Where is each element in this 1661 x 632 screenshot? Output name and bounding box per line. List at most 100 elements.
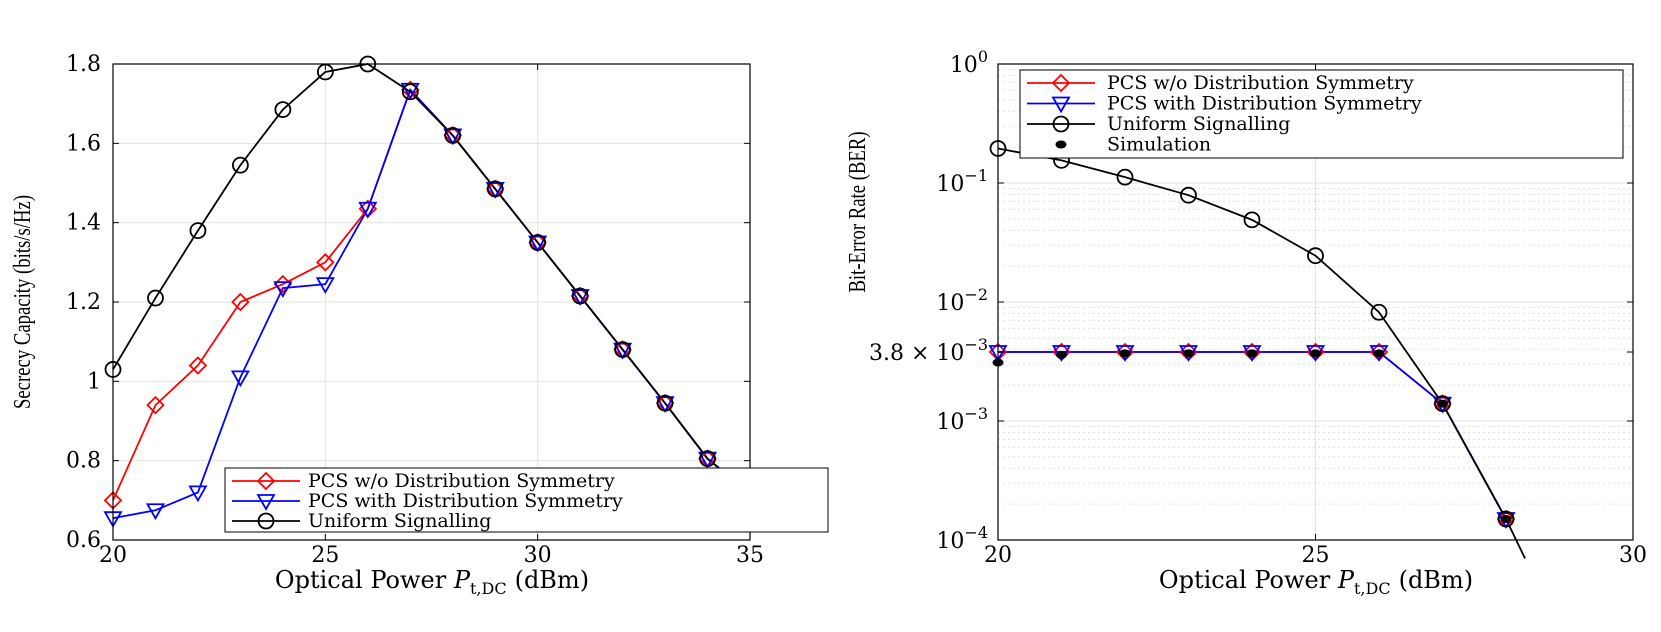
data-point [1119,349,1131,358]
legend-box [224,467,829,533]
data-point [1056,350,1067,359]
legend-marker [1051,73,1071,93]
y-tick-label: 0.6 [66,528,101,553]
data-point [273,281,293,298]
legend-marker [256,494,276,511]
data-point [528,235,548,253]
x-ticks: 20 25 30 [984,64,1647,568]
data-point [485,182,505,199]
data-point [699,450,716,468]
y-tick-label: 0.8 [66,449,101,474]
data-point [1500,515,1512,524]
x-tick-label: 30 [524,543,552,568]
data-point [656,394,674,412]
y-tick-label: 1.4 [66,211,101,236]
series-line-3 [112,63,726,474]
y-ticks: 100 10−1 10−2 3.8 × 10−3 10−3 10−4 [869,47,1633,554]
y-tick-label: 10−3 [936,404,988,435]
x-tick-label: 35 [736,543,764,568]
legend-box [1019,69,1624,159]
series-markers [988,140,1516,529]
data-point [571,287,589,305]
series-lines [997,147,1526,559]
x-ticks: 20 25 30 35 [99,64,764,568]
y-tick-label: 3.8 × 10−3 [869,335,988,366]
y-ticks: 0.6 0.8 1 1.2 1.4 1.6 1.8 [66,52,750,553]
data-point [444,126,462,144]
legend-label: PCS with Distribution Symmetry [1107,93,1422,115]
legend-marker [257,512,275,530]
data-point [1310,349,1321,358]
data-point [189,222,207,240]
data-point [146,395,165,415]
legend-label: Simulation [1107,134,1211,156]
y-tick-label: 1.2 [66,290,101,315]
legend-label: PCS w/o Distribution Symmetry [308,470,615,492]
data-point [230,370,250,388]
data-point [274,101,292,119]
x-tick-label: 20 [99,543,127,568]
series-line-2 [112,88,726,520]
legend-label: PCS with Distribution Symmetry [308,490,623,512]
data-point [147,289,164,307]
y-axis-label: Secrecy Capacity (bits/s/Hz) [9,195,36,409]
data-point [443,128,463,146]
legend-marker [1055,140,1067,149]
data-point [1116,168,1134,186]
x-tick-label: 20 [984,543,1012,568]
data-point [1497,510,1515,528]
series-line-1 [112,88,726,501]
y-tick-label: 10−1 [936,166,988,197]
data-point [697,451,718,469]
data-point [188,356,208,375]
series-line-2 [998,351,1507,520]
data-point [358,201,378,219]
x-tick-label: 25 [311,543,339,568]
secrecy-capacity-plot: 20 25 30 35 0.6 0.8 1 1.2 1.4 1.6 1.8 Optical Pow… [9,52,829,598]
data-point [316,253,335,272]
x-axis-label: Optical Power Pt,DC (dBm) [275,566,589,598]
data-point [401,83,419,101]
data-point [486,180,504,198]
x-tick-label: 30 [1619,543,1647,568]
data-point [145,503,166,521]
data-point [1180,186,1197,204]
data-point [1373,349,1385,358]
data-point [614,341,631,359]
data-point [1434,395,1451,413]
data-point [231,292,250,312]
y-tick-label: 1 [87,369,101,394]
y-tick-label: 1.8 [66,52,101,77]
data-point [188,485,208,503]
series-line-1 [998,351,1507,520]
series-markers [103,55,718,528]
legend-marker [1052,115,1070,133]
y-tick-label: 1.6 [66,131,101,156]
data-point [1307,247,1324,265]
x-axis-label: Optical Power Pt,DC (dBm) [1159,566,1473,598]
series-lines [112,63,726,520]
x-tick-label: 25 [1302,543,1330,568]
series-line-3 [997,147,1526,559]
legend-label: Uniform Signalling [1107,113,1290,135]
y-axis-label: Bit-Error Rate (BER) [844,131,871,292]
y-tick-label: 10−2 [936,285,988,316]
legend-marker [1051,96,1071,114]
data-point [613,342,633,360]
data-point [1370,303,1388,321]
ber-plot: 20 25 30 100 10−1 10−2 3.8 × 10−3 10−3 10−4 Opt… [844,47,1647,598]
data-point [570,289,590,306]
data-point [1437,399,1448,408]
data-point [231,156,249,174]
data-point [1243,211,1261,229]
y-tick-label: 100 [950,47,988,78]
y-tick-label: 10−4 [936,523,988,554]
data-point [1183,349,1194,358]
legend-label: PCS w/o Distribution Symmetry [1107,72,1414,94]
legend-label: Uniform Signalling [308,510,491,532]
data-point [529,234,547,251]
data-point [1246,349,1258,358]
